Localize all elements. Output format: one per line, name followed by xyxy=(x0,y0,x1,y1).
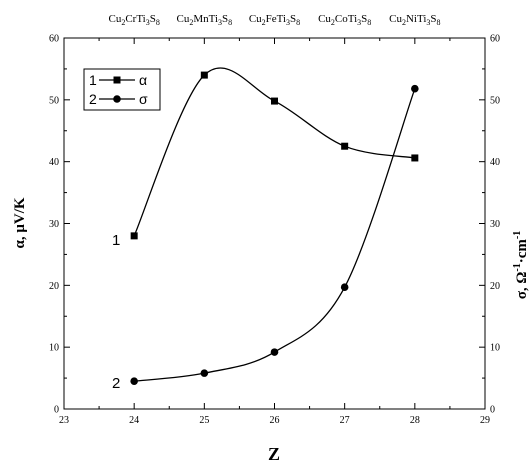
compound-label-part: CrTi xyxy=(125,13,145,25)
curve-label-2: 2 xyxy=(112,375,120,392)
y-tick-label-left-5: 50 xyxy=(49,95,59,106)
series-curves xyxy=(133,67,416,382)
point-α-0 xyxy=(130,232,138,240)
compound-label-2: Cu2FeTi3S8 xyxy=(249,13,300,27)
y-tick-label-right-1: 10 xyxy=(490,343,500,354)
compound-label-part: MnTi xyxy=(193,13,218,25)
compound-label-part: 8 xyxy=(296,18,300,27)
compound-label-part: 2 xyxy=(262,18,266,27)
y-axis-label-left: α, μV/K xyxy=(12,197,28,248)
y-tick-label-left-3: 30 xyxy=(49,219,59,230)
compound-label-part: S xyxy=(150,13,156,25)
legend: 1 α 2 σ xyxy=(83,68,161,111)
compound-label-part: 2 xyxy=(121,18,125,27)
compound-label-part: 8 xyxy=(437,18,441,27)
compound-label-part: 8 xyxy=(156,18,160,27)
y-tick-label-right-4: 40 xyxy=(490,157,500,168)
series-line-σ xyxy=(134,88,416,382)
compound-label-part: NiTi xyxy=(406,13,426,25)
compound-label-part: 3 xyxy=(286,18,290,27)
x-tick-label-1: 24 xyxy=(129,415,139,426)
compound-label-part: 3 xyxy=(146,18,150,27)
compound-label-part: 2 xyxy=(402,18,406,27)
legend-marker-square xyxy=(113,76,121,84)
compound-label-part: Cu xyxy=(249,13,262,25)
y-axis-label-right: σ, Ω-1·cm-1 xyxy=(512,231,530,300)
legend-marker-circle xyxy=(113,95,121,103)
compound-label-0: Cu2CrTi3S8 xyxy=(108,13,159,27)
compound-label-part: Cu xyxy=(177,13,190,25)
point-σ-2 xyxy=(270,348,279,356)
compound-label-part: S xyxy=(430,13,436,25)
compound-label-part: S xyxy=(290,13,296,25)
compound-label-part: 3 xyxy=(218,18,222,27)
compound-label-part: S xyxy=(361,13,367,25)
compound-label-4: Cu2NiTi3S8 xyxy=(389,13,440,27)
compound-label-part: 3 xyxy=(357,18,361,27)
y-right-part-4: -1 xyxy=(512,231,523,239)
y-tick-label-right-5: 50 xyxy=(490,95,500,106)
legend-box xyxy=(83,68,161,111)
point-σ-0 xyxy=(130,377,138,385)
compound-label-part: 8 xyxy=(228,18,232,27)
y-right-part-1: σ, Ω xyxy=(514,272,530,300)
x-axis-label: Z xyxy=(268,444,280,464)
compound-label-part: 8 xyxy=(367,18,371,27)
curve-label-1: 1 xyxy=(112,232,120,249)
compound-label-part: FeTi xyxy=(266,13,286,25)
point-α-3 xyxy=(341,142,349,150)
series-line-α xyxy=(133,67,415,237)
point-α-2 xyxy=(271,97,278,105)
x-tick-label-2: 25 xyxy=(199,415,209,426)
y-right-part-3: ·cm xyxy=(514,239,530,264)
legend-number-1: 1 xyxy=(89,72,97,88)
series-markers xyxy=(130,71,419,385)
compound-label-part: Cu xyxy=(318,13,331,25)
y-tick-label-right-0: 0 xyxy=(490,405,495,416)
y-tick-label-right-2: 20 xyxy=(490,281,500,292)
y-tick-label-left-1: 10 xyxy=(49,343,59,354)
y-tick-label-right-6: 60 xyxy=(490,34,500,45)
point-α-4 xyxy=(411,154,419,162)
y-right-part-2: -1 xyxy=(512,263,523,271)
x-tick-label-6: 29 xyxy=(480,415,490,426)
legend-label-alpha: α xyxy=(139,72,147,88)
point-σ-1 xyxy=(200,369,209,377)
compound-label-1: Cu2MnTi3S8 xyxy=(177,13,233,27)
point-α-1 xyxy=(200,71,208,79)
legend-label-sigma: σ xyxy=(139,91,148,107)
point-σ-4 xyxy=(411,84,419,93)
compound-label-3: Cu2CoTi3S8 xyxy=(318,13,371,27)
compound-label-part: 3 xyxy=(426,18,430,27)
y-tick-label-left-4: 40 xyxy=(49,157,59,168)
point-σ-3 xyxy=(340,283,349,291)
compound-label-part: 2 xyxy=(189,18,193,27)
compound-label-part: 2 xyxy=(331,18,335,27)
x-tick-label-4: 27 xyxy=(340,415,350,426)
compound-label-part: S xyxy=(222,13,228,25)
x-tick-label-0: 23 xyxy=(59,415,69,426)
compound-label-part: Cu xyxy=(108,13,121,25)
y-tick-label-left-0: 0 xyxy=(54,405,59,416)
y-tick-label-left-6: 60 xyxy=(49,34,59,45)
compound-label-part: CoTi xyxy=(335,13,357,25)
x-tick-label-3: 26 xyxy=(270,415,280,426)
legend-number-2: 2 xyxy=(89,91,97,107)
x-tick-label-5: 28 xyxy=(410,415,420,426)
compound-label-part: Cu xyxy=(389,13,402,25)
y-tick-label-right-3: 30 xyxy=(490,219,500,230)
compound-labels: Cu2CrTi3S8 Cu2MnTi3S8 Cu2FeTi3S8 Cu2CoTi3S8… xyxy=(108,13,440,27)
y-tick-label-left-2: 20 xyxy=(49,281,59,292)
